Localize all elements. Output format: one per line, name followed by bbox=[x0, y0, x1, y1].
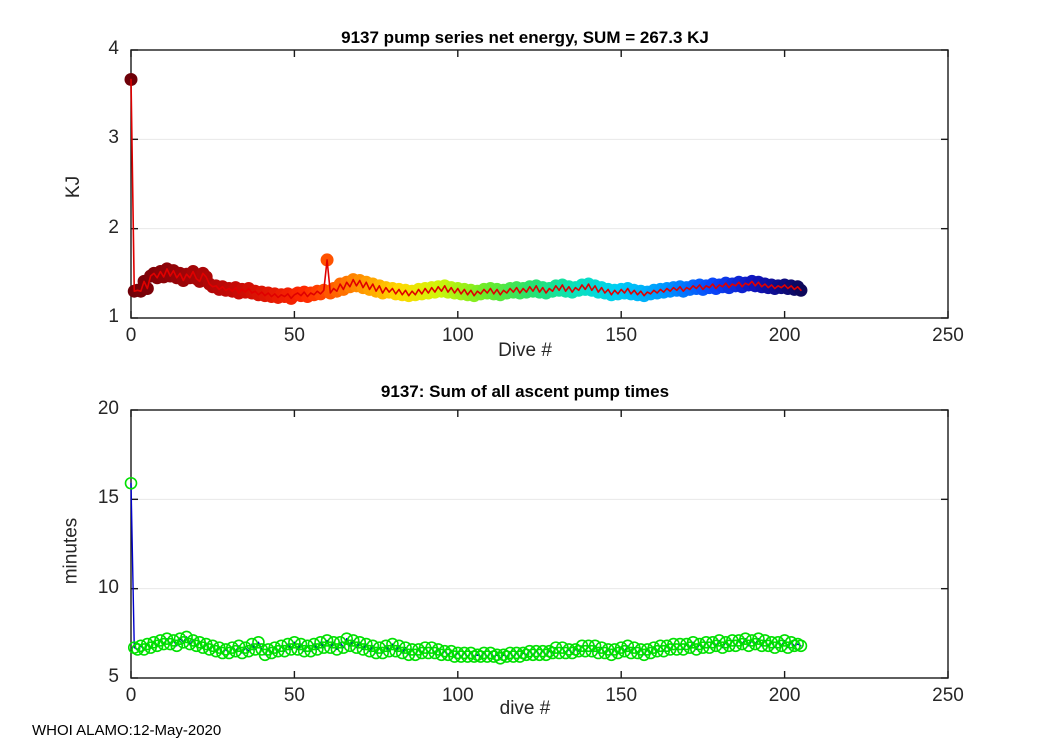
x-tick-label: 50 bbox=[283, 685, 305, 706]
y-tick-label: 2 bbox=[108, 216, 119, 238]
x-tick-label: 0 bbox=[125, 685, 137, 706]
x-tick-label: 250 bbox=[932, 685, 964, 706]
y-tick-label: 10 bbox=[97, 576, 119, 598]
chart-title-net-energy: 9137 pump series net energy, SUM = 267.3… bbox=[341, 28, 709, 47]
x-tick-label: 50 bbox=[283, 325, 305, 346]
y-tick-label: 20 bbox=[97, 398, 119, 419]
axes-ascent-pump-times: 9137: Sum of all ascent pump times minut… bbox=[0, 370, 1050, 730]
x-tick-label: 0 bbox=[125, 325, 137, 346]
y-tick-label: 3 bbox=[108, 127, 119, 149]
x-tick-label: 100 bbox=[441, 685, 474, 706]
x-axis-label-dive-lower: dive # bbox=[499, 698, 551, 719]
plot-canvas-ascent-pump-times bbox=[124, 409, 949, 679]
axes-net-energy: 9137 pump series net energy, SUM = 267.3… bbox=[0, 0, 1050, 370]
chart-title-ascent-pump-times: 9137: Sum of all ascent pump times bbox=[380, 382, 670, 401]
plot-canvas-net-energy bbox=[124, 49, 949, 319]
x-tick-label: 200 bbox=[768, 685, 801, 706]
y-tick-label: 1 bbox=[108, 306, 119, 327]
x-tick-label: 150 bbox=[605, 685, 638, 706]
y-tick-label: 5 bbox=[108, 666, 119, 687]
x-tick-label: 200 bbox=[768, 325, 801, 346]
figure-footer-stamp: WHOI ALAMO:12-May-2020 bbox=[32, 722, 222, 739]
x-tick-label: 150 bbox=[605, 325, 638, 346]
y-tick-label: 4 bbox=[108, 38, 119, 59]
y-tick-label: 15 bbox=[97, 487, 119, 509]
x-tick-label: 250 bbox=[932, 325, 964, 346]
x-tick-label: 100 bbox=[441, 325, 474, 346]
x-axis-label-dive: Dive # bbox=[498, 340, 552, 361]
